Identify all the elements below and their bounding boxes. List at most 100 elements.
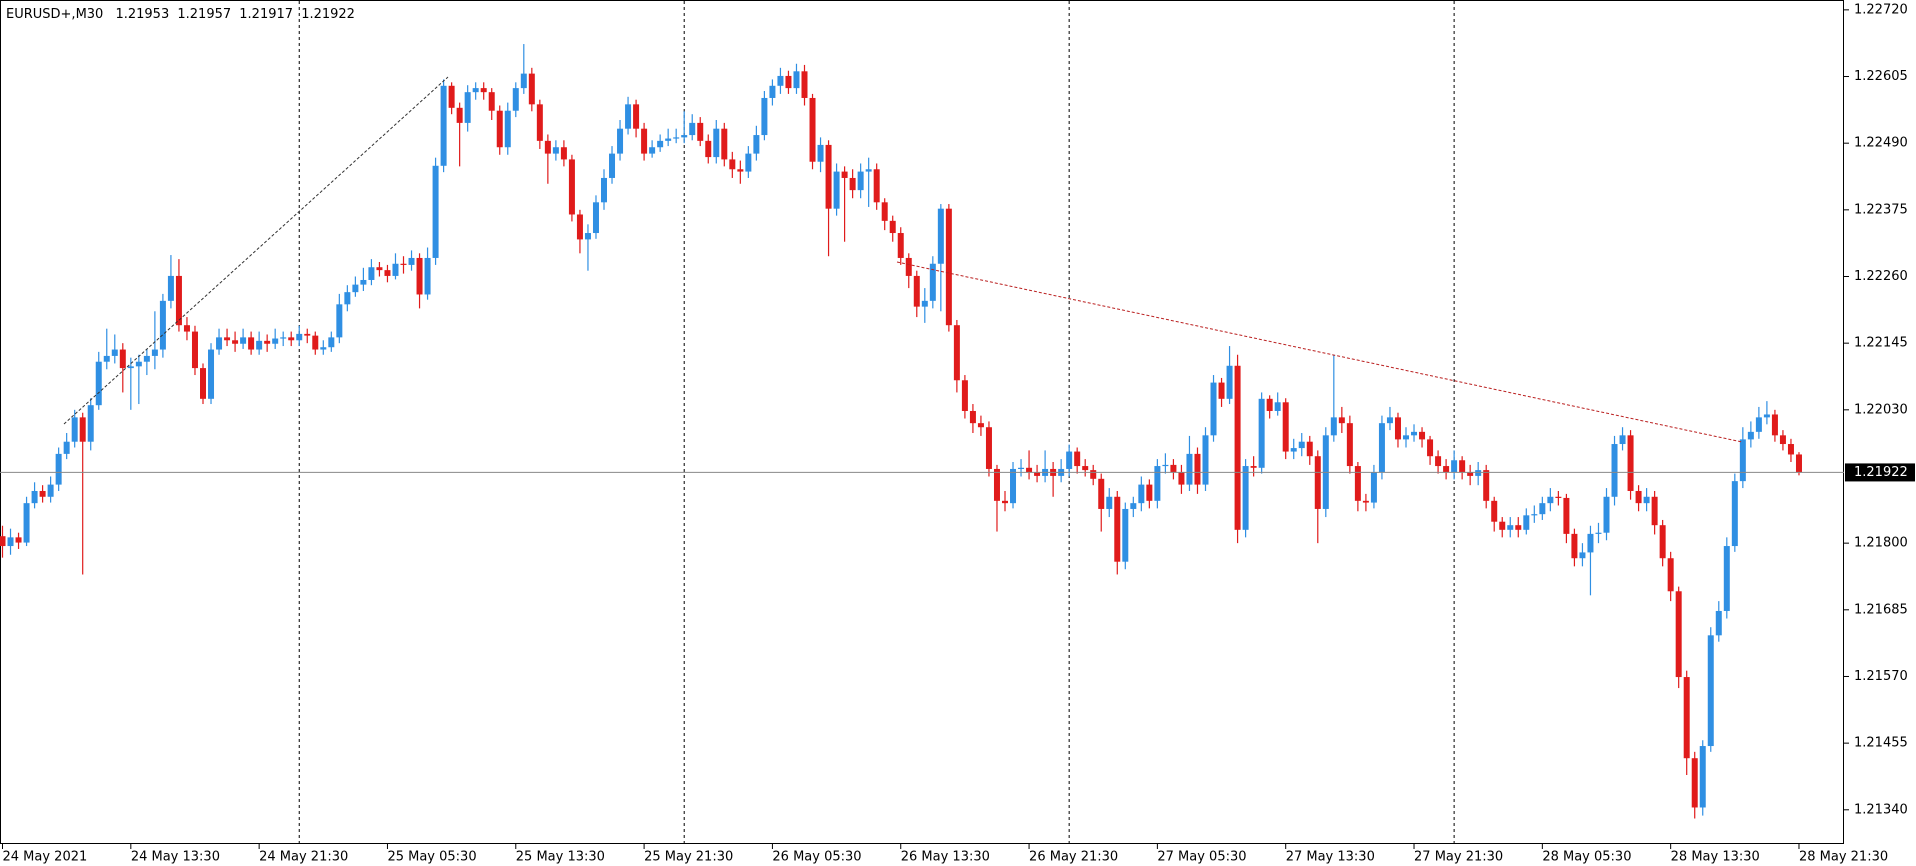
candle-body (448, 85, 455, 108)
plot-frame (0, 0, 1844, 844)
x-tick-label: 24 May 21:30 (259, 850, 348, 865)
candle-body (721, 128, 728, 160)
candle-body (191, 331, 198, 369)
candle-body (224, 337, 231, 341)
candle-body (1675, 591, 1682, 678)
candle-body (841, 171, 848, 178)
candle-body (400, 263, 407, 265)
candle-body (1290, 448, 1297, 452)
candle-body (304, 333, 311, 336)
y-tick-label: 1.22145 (1854, 336, 1908, 351)
candle-body (913, 275, 920, 307)
candle-body (312, 335, 319, 350)
y-tick-label: 1.22375 (1854, 202, 1908, 217)
candle-body (1034, 472, 1041, 476)
candle-body (969, 410, 976, 424)
candle-body (384, 270, 391, 276)
candle-body (1306, 441, 1313, 457)
candle-body (1066, 451, 1073, 469)
candle-body (617, 128, 624, 154)
candle-body (1146, 484, 1153, 501)
candle-body (673, 137, 680, 139)
candle-body (1443, 466, 1450, 473)
candle-body (1739, 439, 1746, 482)
candle-body (1611, 444, 1618, 497)
candle-body (520, 73, 527, 89)
last-price-label: 1.21922 (1854, 465, 1908, 480)
candle-body (1723, 546, 1730, 611)
candle-body (793, 71, 800, 89)
candle-body (352, 284, 359, 293)
candle-body (1122, 508, 1129, 562)
candle-body (1491, 500, 1498, 522)
candle-body (985, 427, 992, 469)
candle-body (87, 405, 94, 442)
candle-body (905, 257, 912, 276)
candle-body (151, 349, 158, 356)
x-tick-label: 28 May 05:30 (1542, 850, 1631, 865)
candle-body (1386, 417, 1393, 424)
candle-body (1186, 453, 1193, 485)
candle-body (1090, 470, 1097, 479)
candle-body (1002, 500, 1008, 504)
candle-body (1370, 472, 1377, 503)
x-tick-label: 24 May 2021 (3, 850, 88, 865)
candle-body (1178, 472, 1185, 485)
candle-body (143, 355, 150, 362)
header-close: 1.21922 (301, 7, 355, 22)
candle-body (865, 169, 872, 172)
candle-body (1619, 435, 1626, 445)
candle-body (560, 147, 567, 160)
chart-title: EURUSD+,M30 (6, 7, 103, 22)
candle-body (528, 73, 535, 105)
candle-body (601, 177, 607, 203)
candle-body (1563, 497, 1570, 534)
candle-body (1026, 467, 1033, 473)
candle-body (280, 337, 287, 339)
candle-body (1779, 435, 1786, 445)
candle-body (1707, 635, 1714, 747)
candle-body (536, 104, 543, 141)
candle-body (641, 128, 648, 154)
candle-body (432, 165, 439, 258)
candle-body (1194, 453, 1201, 485)
candle-body (1098, 478, 1105, 509)
candle-body (1643, 496, 1650, 504)
y-tick-label: 1.21570 (1854, 669, 1908, 684)
candle-body (336, 304, 343, 338)
candle-body (665, 138, 672, 141)
y-tick-label: 1.22490 (1854, 136, 1908, 151)
candle-body (1419, 431, 1426, 440)
candle-body (1242, 466, 1249, 530)
candle-body (1074, 451, 1081, 467)
trend-line (63, 76, 449, 425)
candle-body (1210, 382, 1217, 436)
candle-body (1154, 466, 1161, 501)
trend-line (896, 261, 1743, 443)
candle-body (1603, 496, 1610, 533)
candle-body (488, 92, 495, 111)
candle-body (127, 366, 134, 369)
candle-body (592, 202, 599, 234)
candle-body (480, 88, 487, 93)
candle-body (1130, 503, 1137, 509)
candle-body (1515, 525, 1522, 530)
candle-body (977, 423, 984, 428)
candle-body (833, 171, 840, 209)
candle-body (1683, 677, 1690, 759)
candle-body (745, 153, 752, 172)
candle-body (456, 107, 463, 123)
candle-body (1330, 417, 1337, 436)
candle-body (496, 110, 503, 148)
candle-body (1451, 460, 1458, 473)
x-tick-label: 25 May 13:30 (516, 850, 605, 865)
candle-body (135, 361, 142, 367)
candle-body (1403, 435, 1409, 440)
candle-body (344, 292, 351, 305)
candle-body (95, 361, 102, 406)
candle-body (1435, 456, 1442, 467)
x-tick-label: 26 May 05:30 (772, 850, 861, 865)
x-tick-label: 26 May 21:30 (1029, 850, 1118, 865)
candle-body (1547, 496, 1554, 504)
candle-body (1250, 466, 1257, 468)
